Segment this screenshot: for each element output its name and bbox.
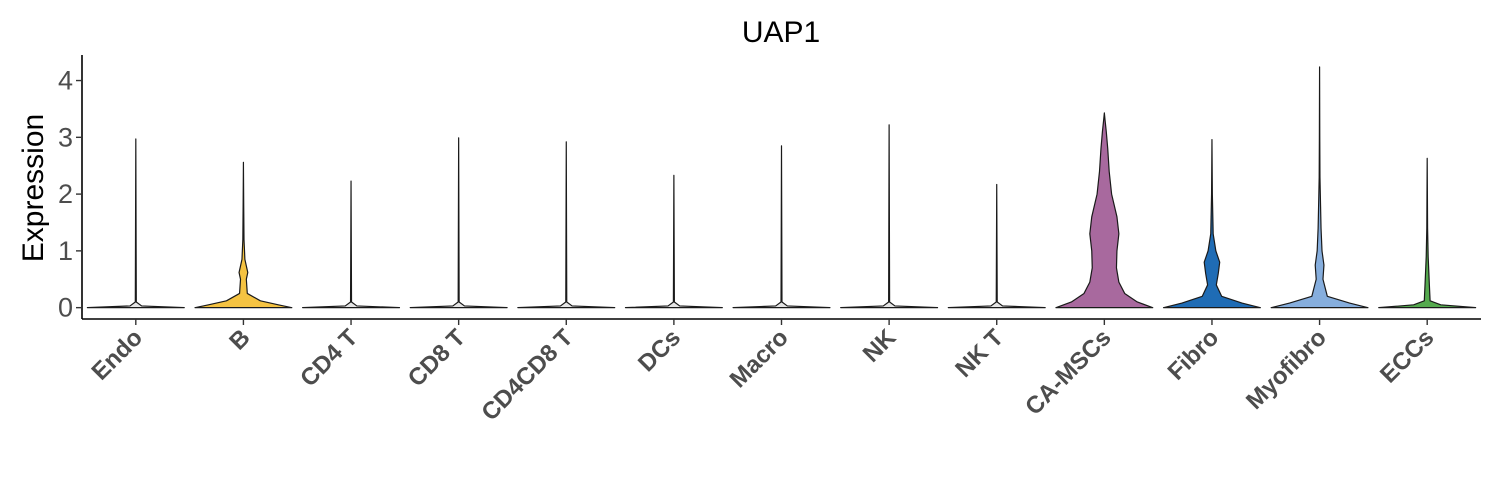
violin-cd4-t — [302, 180, 401, 309]
x-tick-label: Endo — [87, 324, 149, 386]
y-tick-label: 2 — [58, 179, 73, 209]
y-tick-label: 3 — [58, 122, 73, 152]
x-tick-label: ECCs — [1375, 324, 1439, 388]
y-tick-label: 1 — [58, 236, 73, 266]
x-tick-label: CD4CD8 T — [476, 324, 578, 426]
y-tick-label: 0 — [58, 293, 73, 323]
x-tick-label: CD4 T — [295, 324, 363, 392]
violin-nk — [840, 124, 939, 309]
violin-ca-mscs — [1055, 112, 1154, 309]
x-tick-label: NK T — [950, 324, 1009, 383]
x-axis: Endo B CD4 T CD8 T CD4CD8 T DCs Macro NK NK T CA-… — [82, 318, 1481, 426]
x-tick-label: CA-MSCs — [1020, 324, 1116, 420]
violin-macro — [732, 145, 831, 309]
y-axis-label: Expression — [17, 114, 50, 262]
violin-nk-t — [947, 183, 1046, 309]
x-tick-label: Fibro — [1163, 324, 1225, 386]
violin-eccs — [1378, 157, 1477, 309]
violin-fibro — [1162, 138, 1261, 309]
violin-myofibro — [1270, 66, 1369, 309]
x-tick-label: Macro — [725, 324, 794, 393]
violin-endo — [86, 138, 185, 309]
violin-series — [86, 66, 1477, 309]
chart-title: UAP1 — [742, 16, 820, 49]
x-tick-label: B — [224, 324, 255, 355]
y-tick-label: 4 — [58, 66, 73, 96]
y-axis: 0 1 2 3 4 — [58, 55, 83, 323]
violin-dcs — [624, 174, 723, 309]
x-tick-label: CD8 T — [403, 324, 471, 392]
x-tick-label: Myofibro — [1241, 324, 1332, 415]
x-tick-label: DCs — [633, 324, 686, 377]
violin-b — [194, 161, 293, 309]
x-tick-label: NK — [858, 324, 902, 368]
violin-cd4cd8-t — [517, 141, 616, 309]
violin-cd8-t — [409, 137, 508, 309]
